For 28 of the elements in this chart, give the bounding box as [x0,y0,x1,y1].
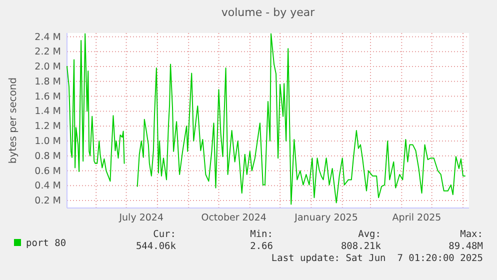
y-tick-label: 1.4 M [34,106,61,118]
text: 2.66 [250,241,274,252]
text: Min: [250,229,273,240]
x-tick-label: April 2025 [392,212,442,224]
text: 89.48M [448,241,484,252]
y-axis-title: bytes per second [8,77,19,164]
y-tick-label: 0.4 M [34,180,61,192]
y-tick-label: 2.4 M [34,32,61,43]
text: Cur: [153,229,176,240]
text: Avg: [358,229,381,240]
legend-label: port 80 [26,238,66,249]
y-tick-label: 2.0 M [34,62,61,73]
x-tick-label: July 2024 [118,212,164,224]
text: Last update: Sat Jun 7 01:20:00 2025 [271,253,483,264]
y-tick-label: 1.8 M [34,76,61,88]
chart-title: volume - by year [221,6,316,19]
y-tick-label: 0.6 M [34,166,61,177]
text: 808.21k [340,241,382,252]
x-tick-label: January 2025 [294,212,358,224]
y-tick-label: 2.2 M [34,46,61,58]
y-tick-label: 1.6 M [34,91,61,102]
x-tick-label: October 2024 [201,212,266,224]
y-tick-label: 0.8 M [34,150,61,162]
y-tick-label: 1.2 M [34,121,61,132]
text: 544.06k [136,241,176,252]
y-tick-label: 1.0 M [34,136,61,148]
text: Max: [460,229,483,240]
y-tick-label: 0.2 M [34,196,61,207]
